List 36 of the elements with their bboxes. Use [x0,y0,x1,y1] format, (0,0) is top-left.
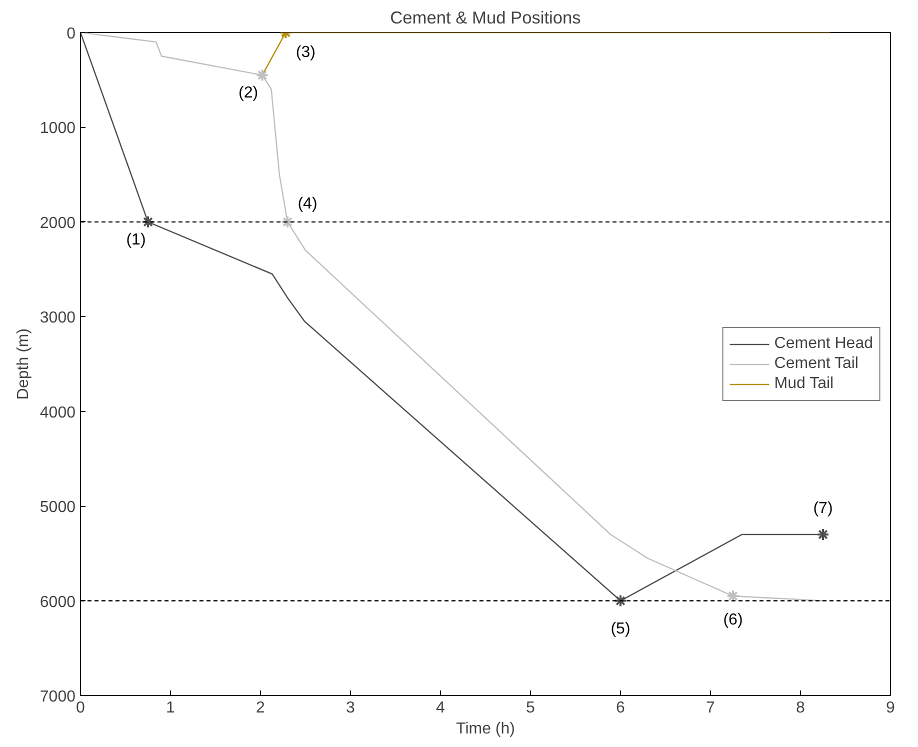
x-tick-label: 3 [346,700,356,716]
annotation: (4) [298,195,318,212]
y-tick-label: 5000 [40,499,76,516]
legend-label: Cement Tail [774,354,858,372]
y-tick-label: 7000 [40,688,76,706]
point [614,594,627,608]
annotation: (5) [610,620,630,638]
annotation: (1) [126,231,146,248]
y-tick-label: 3000 [40,310,76,327]
x-tick-label: 5 [526,700,536,716]
y-axis-title: Depth (m) [14,328,32,400]
x-axis-title: Time (h) [456,720,515,738]
annotation: (2) [238,84,258,102]
x-tick-label: 1 [166,700,176,716]
point [281,215,294,228]
point [256,68,269,82]
y-tick-label: 4000 [40,404,76,422]
annotation: (7) [813,500,833,517]
x-tick-label: 2 [256,700,266,716]
y-tick-label: 0 [66,26,76,42]
x-tick-label: 4 [436,700,446,716]
x-tick-label: 8 [796,700,806,716]
annotation: (6) [723,612,743,629]
legend-label: Cement Head [774,334,873,352]
y-tick-label: 2000 [40,214,76,232]
point [816,528,830,541]
x-tick-label: 9 [886,700,896,716]
point [726,590,740,603]
x-tick-label: 6 [616,700,626,716]
y-tick-label: 6000 [40,594,76,611]
point [142,215,154,228]
x-tick-label: 7 [706,700,716,716]
annotation: (3) [296,44,316,61]
y-tick-label: 1000 [40,120,76,138]
chart-title: Cement & Mud Positions [390,8,582,28]
legend-label: Mud Tail [774,374,834,392]
